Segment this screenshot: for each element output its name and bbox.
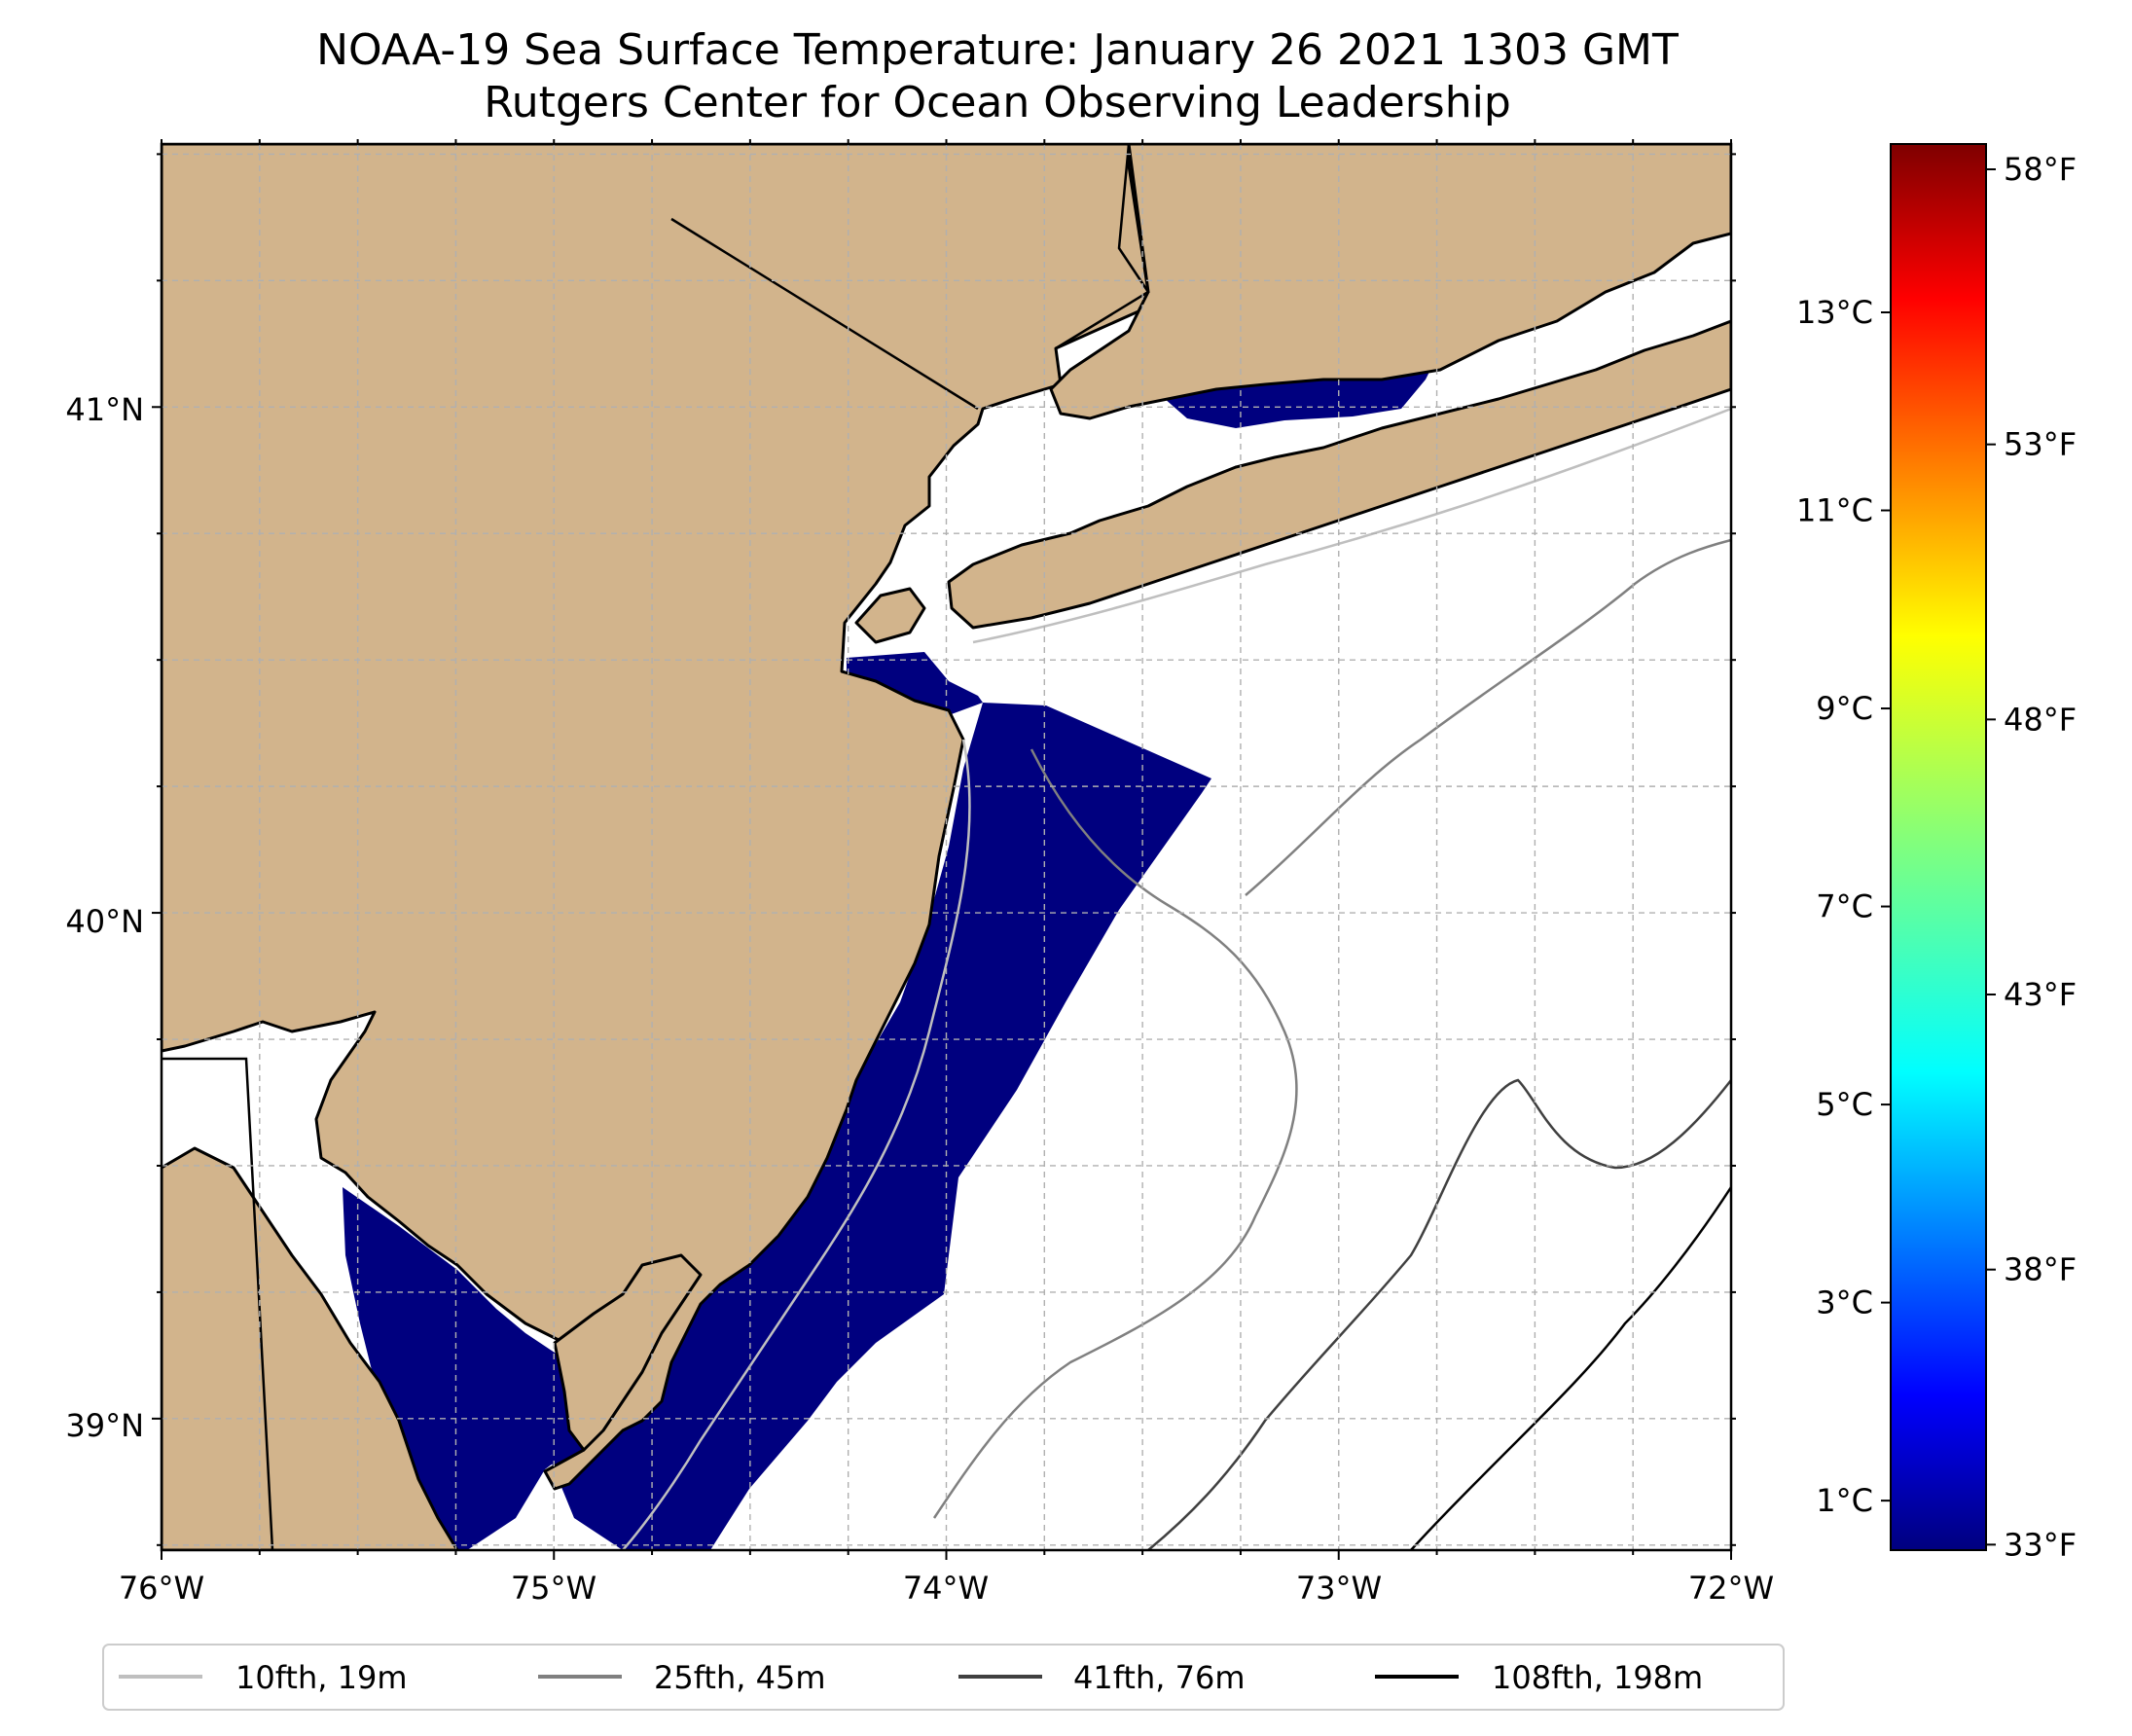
contour-25fth xyxy=(932,748,1298,1519)
lat-tick-label-41n: 41°N xyxy=(65,391,144,428)
colorbar-fahrenheit-tick-label: 43°F xyxy=(2004,976,2077,1013)
colorbar-celsius-tick-label: 11°C xyxy=(1796,492,1873,529)
sst-swath-new-jersey-shelf xyxy=(530,703,1211,1550)
legend-label-41fth: 41fth, 76m xyxy=(1073,1659,1245,1696)
colorbar-fahrenheit-tick-label: 33°F xyxy=(2004,1526,2077,1563)
title-line-1: NOAA-19 Sea Surface Temperature: January… xyxy=(316,25,1679,75)
lon-tick-label-76w: 76°W xyxy=(119,1570,204,1607)
border-ny-ct xyxy=(1055,144,1150,350)
legend-label-25fth: 25fth, 45m xyxy=(654,1659,825,1696)
colorbar-fahrenheit-ticks: 33°F 38°F 43°F 48°F 53°F 58°F xyxy=(1986,151,2077,1563)
legend-box xyxy=(102,1644,1785,1711)
lon-tick-label-72w: 72°W xyxy=(1688,1570,1774,1607)
lat-tick-marks xyxy=(152,153,1736,1546)
contour-108fth xyxy=(1410,1186,1731,1550)
colorbar-celsius-tick-label: 13°C xyxy=(1796,294,1873,331)
colorbar-celsius-tick-label: 5°C xyxy=(1816,1086,1873,1123)
lat-tick-label-40n: 40°N xyxy=(65,903,144,940)
colorbar-fahrenheit-tick-label: 53°F xyxy=(2004,426,2077,463)
contour-25fth-east xyxy=(1245,538,1731,896)
sst-swath-ny-bight xyxy=(847,652,983,715)
contour-10fth-li xyxy=(972,407,1731,644)
lon-tick-marks xyxy=(161,139,1732,1560)
colorbar-celsius-tick-label: 7°C xyxy=(1816,888,1873,925)
border-nj-ny xyxy=(670,217,979,411)
map-area xyxy=(152,139,1736,1560)
colorbar-celsius-tick-label: 1°C xyxy=(1816,1482,1873,1519)
border-pa-de xyxy=(162,1057,274,1550)
land-cape-may xyxy=(553,1253,703,1452)
contour-41fth xyxy=(1147,1078,1731,1550)
colorbar: 1°C 3°C 5°C 7°C 9°C 11°C 13°C 33°F 38°F 43°F 48°F… xyxy=(1796,143,2077,1563)
lon-tick-label-73w: 73°W xyxy=(1296,1570,1382,1607)
land-mainland xyxy=(162,144,1150,1491)
land-connecticut-ny xyxy=(1049,144,1731,420)
legend-label-10fth: 10fth, 19m xyxy=(235,1659,407,1696)
lon-tick-label-74w: 74°W xyxy=(903,1570,989,1607)
colorbar-celsius-tick-label: 3°C xyxy=(1816,1284,1873,1321)
graticule xyxy=(162,144,1731,1550)
colorbar-fahrenheit-tick-label: 48°F xyxy=(2004,701,2077,738)
legend-label-108fth: 108fth, 198m xyxy=(1492,1659,1703,1696)
colorbar-gradient xyxy=(1890,143,1987,1551)
colorbar-celsius-tick-label: 9°C xyxy=(1816,690,1873,727)
land-staten-island xyxy=(854,587,926,644)
colorbar-celsius-ticks: 1°C 3°C 5°C 7°C 9°C 11°C 13°C xyxy=(1796,294,1891,1519)
legend: 10fth, 19m 25fth, 45m 41fth, 76m 108fth,… xyxy=(102,1644,1785,1711)
lon-tick-label-75w: 75°W xyxy=(511,1570,596,1607)
colorbar-fahrenheit-tick-label: 38°F xyxy=(2004,1251,2077,1288)
lat-tick-label-39n: 39°N xyxy=(65,1407,144,1444)
land-long-island xyxy=(947,319,1731,630)
title-line-2: Rutgers Center for Ocean Observing Leade… xyxy=(484,78,1511,127)
colorbar-fahrenheit-tick-label: 58°F xyxy=(2004,151,2077,188)
